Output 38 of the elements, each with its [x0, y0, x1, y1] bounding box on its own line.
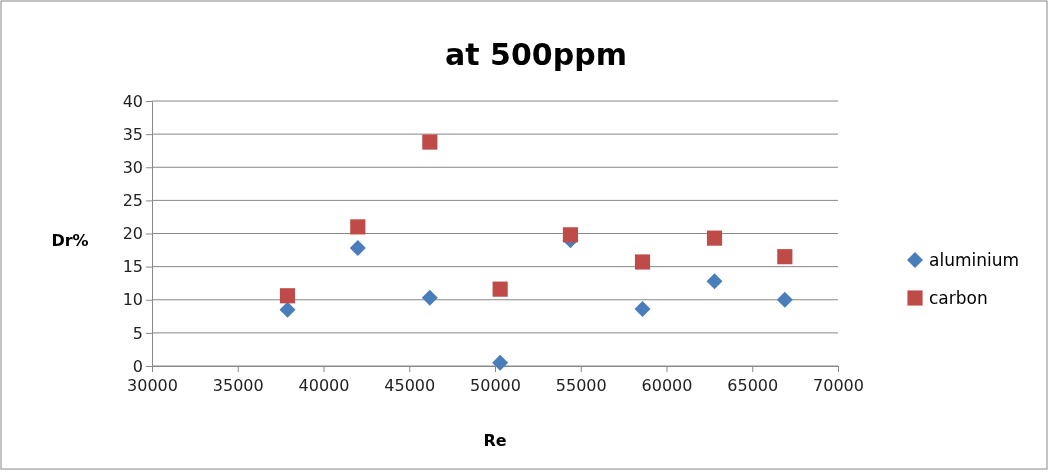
y-tick-label: 35 — [122, 124, 143, 144]
point — [634, 254, 651, 270]
point — [777, 249, 793, 265]
x-tick-label: 35000 — [212, 376, 264, 395]
point — [706, 273, 723, 290]
x-tick-label: 65000 — [727, 376, 779, 395]
y-tick-label: 25 — [122, 190, 143, 210]
x-tick-label: 30000 — [127, 376, 178, 395]
y-tick-label: 15 — [122, 257, 143, 277]
point — [706, 230, 723, 246]
legend-label: carbon — [929, 288, 988, 308]
point — [776, 291, 793, 308]
y-tick-label: 5 — [132, 323, 143, 343]
point — [492, 281, 508, 297]
x-tick-label: 50000 — [470, 376, 521, 395]
point — [492, 354, 509, 371]
x-tick-label: 45000 — [384, 376, 436, 395]
point — [279, 288, 296, 304]
point — [562, 227, 579, 243]
chart-title: at 500ppm — [445, 37, 627, 72]
x-tick-label: 40000 — [298, 376, 350, 395]
y-tick-label: 10 — [122, 290, 143, 310]
y-tick-label: 20 — [122, 224, 143, 244]
x-tick-label: 55000 — [555, 376, 607, 395]
point — [349, 240, 366, 257]
point — [279, 301, 296, 318]
y-tick-label: 0 — [132, 356, 143, 376]
x-tick-label: 70000 — [813, 376, 864, 395]
y-tick-label: 30 — [122, 157, 143, 177]
point — [350, 219, 366, 235]
x-tick-label: 60000 — [641, 376, 693, 395]
y-tick-label: 40 — [122, 91, 143, 111]
point — [422, 134, 438, 150]
y-axis-title: Dr% — [51, 231, 89, 250]
point — [634, 301, 651, 318]
legend-label: aluminium — [929, 250, 1020, 270]
point — [421, 289, 438, 306]
x-axis-title: Re — [483, 431, 507, 450]
